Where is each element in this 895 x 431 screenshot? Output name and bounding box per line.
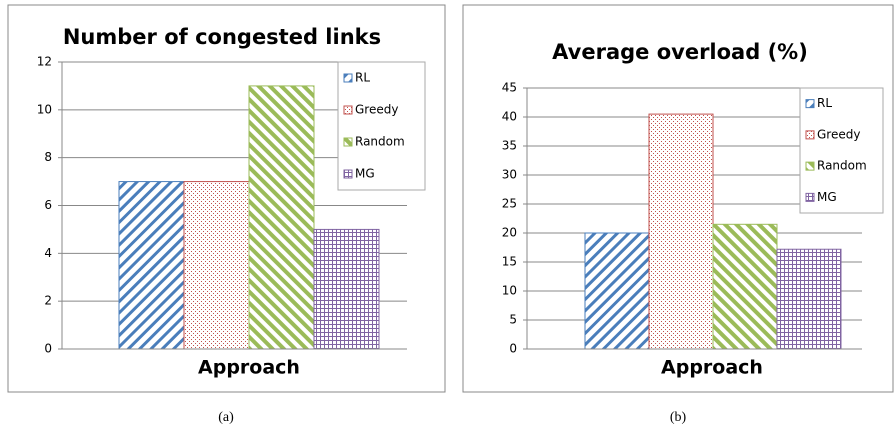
y-tick-label: 40 <box>502 110 517 124</box>
legend-swatch <box>343 169 353 179</box>
x-axis-label: Approach <box>198 357 300 379</box>
legend-swatch <box>343 73 353 83</box>
x-axis-label: Approach <box>661 357 763 379</box>
legend-label: MG <box>355 167 375 181</box>
y-tick-label: 6 <box>44 198 52 212</box>
legend-box <box>799 87 884 214</box>
y-tick-label: 5 <box>509 313 517 327</box>
bar <box>313 228 380 350</box>
y-tick-label: 4 <box>44 246 52 260</box>
y-tick-label: 45 <box>502 81 517 95</box>
y-tick-label: 35 <box>502 139 517 153</box>
caption: (b) <box>670 410 687 425</box>
bar <box>776 248 842 350</box>
legend-swatch <box>343 105 353 115</box>
legend-swatch <box>343 137 353 147</box>
legend-label: RL <box>355 71 370 85</box>
legend-label: Random <box>817 159 867 173</box>
legend-swatch <box>805 130 815 140</box>
y-tick-label: 25 <box>502 197 517 211</box>
legend-label: RL <box>817 96 832 110</box>
caption: (a) <box>218 410 234 425</box>
bar <box>712 223 778 350</box>
y-tick-label: 10 <box>37 102 52 116</box>
chart-title: Number of congested links <box>63 25 381 49</box>
legend-swatch <box>805 192 815 202</box>
y-tick-label: 2 <box>44 294 52 308</box>
y-tick-label: 30 <box>502 168 517 182</box>
bar <box>183 181 250 350</box>
bar <box>248 85 315 350</box>
bar <box>584 232 650 350</box>
y-tick-label: 15 <box>502 255 517 269</box>
legend-label: Greedy <box>817 127 860 141</box>
bar <box>648 113 714 350</box>
chart-title: Average overload (%) <box>552 40 808 64</box>
legend-label: Random <box>355 135 405 149</box>
y-tick-label: 0 <box>509 342 517 356</box>
y-tick-label: 12 <box>37 55 52 69</box>
legend-swatch <box>805 161 815 171</box>
y-tick-label: 8 <box>44 150 52 164</box>
y-tick-label: 10 <box>502 284 517 298</box>
legend-label: MG <box>817 190 837 204</box>
y-tick-label: 20 <box>502 226 517 240</box>
legend-swatch <box>805 99 815 109</box>
legend-label: Greedy <box>355 103 398 117</box>
legend-box <box>337 61 426 191</box>
y-tick-label: 0 <box>44 342 52 356</box>
bar <box>118 181 185 350</box>
